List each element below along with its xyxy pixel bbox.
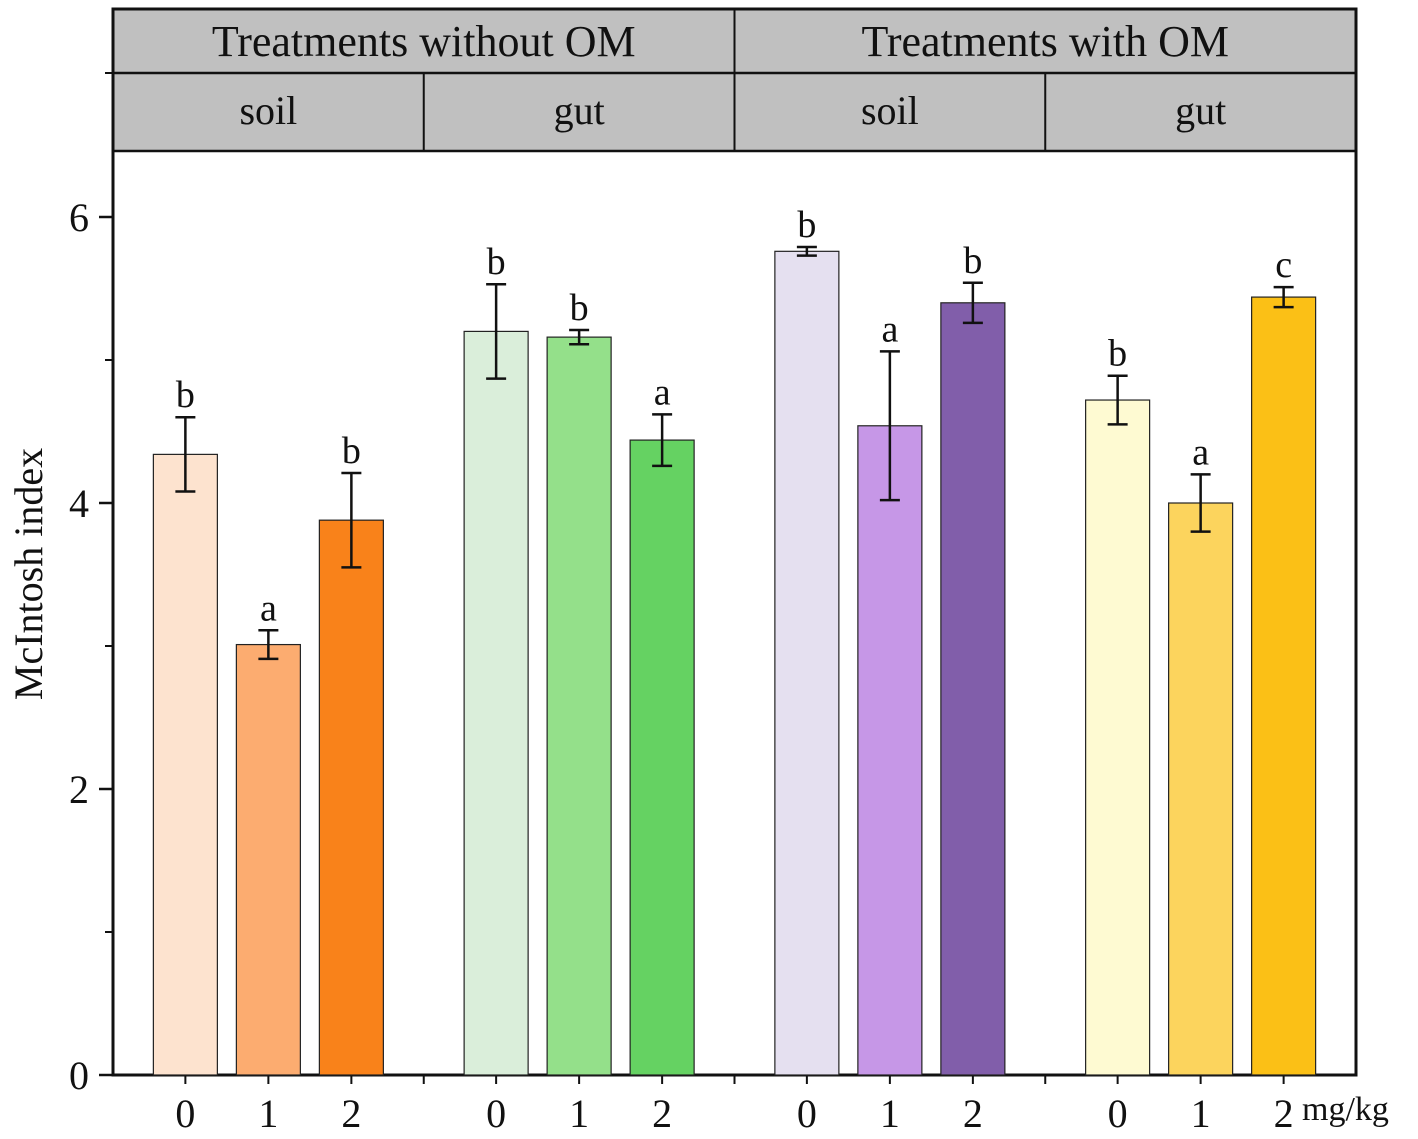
x-tick-label: 2 [341,1091,361,1136]
x-tick-label: 1 [1191,1091,1211,1136]
x-tick-label: 2 [652,1091,672,1136]
x-tick-label: 0 [486,1091,506,1136]
significance-letter: c [1275,244,1292,286]
header-panel: Treatments without OM soil gut Treatments w… [113,9,1356,153]
group-label: Treatments without OM [212,17,636,66]
bar [1168,502,1234,1076]
bar [318,519,384,1076]
y-tick-label: 0 [69,1053,89,1098]
x-tick-label: 1 [569,1091,589,1136]
x-tick-label: 1 [880,1091,900,1136]
significance-letter: b [963,240,982,282]
x-tick-label: 0 [175,1091,195,1136]
bar [774,250,840,1076]
significance-letter: b [797,204,816,246]
bar [1085,399,1151,1076]
bar [1251,296,1317,1076]
significance-letter: b [1108,333,1127,375]
significance-letter: b [342,430,361,472]
y-axis-label: McIntosh index [6,448,51,700]
x-tick-label: 2 [1274,1091,1294,1136]
significance-letter: a [881,308,898,350]
bar [857,425,923,1076]
y-tick-label: 6 [69,195,89,240]
y-tick-label: 4 [69,481,89,526]
bar [940,302,1006,1076]
bar [463,330,529,1076]
significance-letter: b [487,241,506,283]
subgroup-label: soil [861,88,919,133]
significance-letter: b [176,374,195,416]
significance-letter: a [1192,431,1209,473]
bar [629,439,695,1076]
subgroup-label: gut [1175,88,1226,133]
x-tick-label: 0 [1108,1091,1128,1136]
x-tick-label: 0 [797,1091,817,1136]
x-tick-label: 1 [258,1091,278,1136]
subgroup-label: soil [239,88,297,133]
bar [235,643,301,1076]
x-tick-label: 2 [963,1091,983,1136]
bar [546,336,612,1076]
plot-frame [111,7,1358,1077]
group-label: Treatments with OM [862,17,1230,66]
significance-letter: a [260,587,277,629]
bars: b a b b b a b a b b a c [152,204,1317,1076]
significance-letter: b [570,287,589,329]
significance-letter: a [654,371,671,413]
y-tick-label: 2 [69,767,89,812]
bar [152,453,218,1076]
x-axis-unit: mg/kg [1302,1091,1389,1128]
subgroup-label: gut [554,88,605,133]
axes: 0 2 4 6 0 1 2 0 1 2 0 1 2 0 1 2 [69,7,1358,1136]
